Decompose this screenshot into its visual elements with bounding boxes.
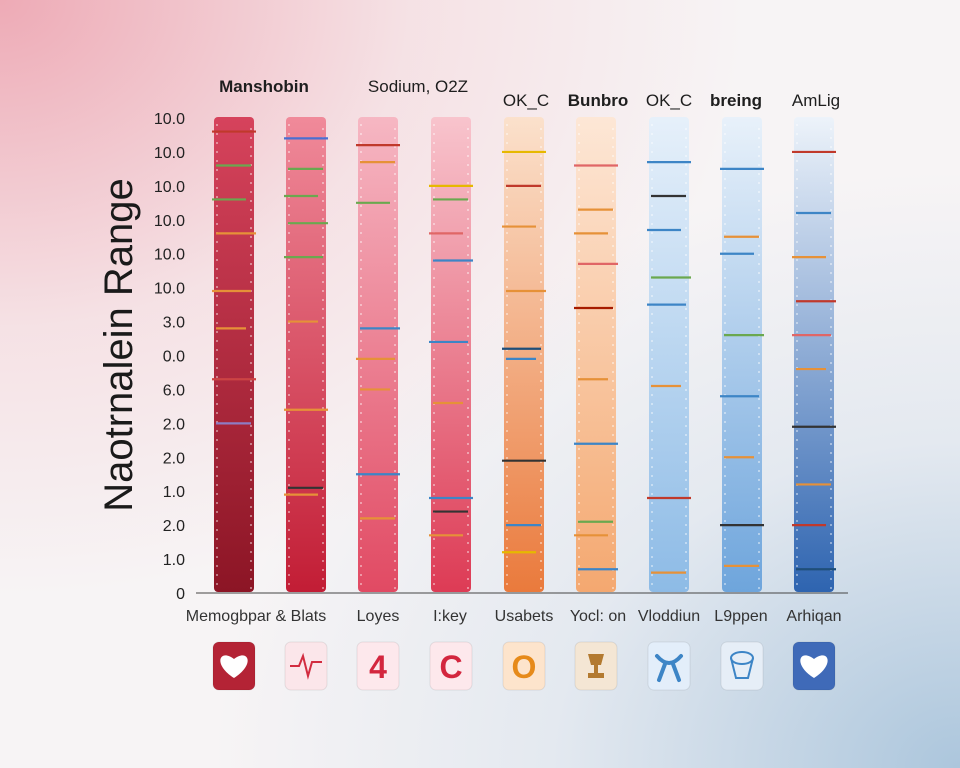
column-header: breing	[710, 91, 762, 110]
icon-glyph: C	[439, 649, 462, 685]
y-tick-label: 10.0	[154, 179, 185, 196]
column-group: I:key C	[429, 117, 473, 691]
column-group	[284, 117, 328, 691]
y-tick-label: 6.0	[163, 382, 185, 399]
range-bar	[794, 117, 834, 592]
range-bar	[722, 117, 762, 592]
column-header: OK_C	[646, 91, 692, 110]
column-header: Sodium, O2Z	[368, 77, 468, 96]
icon-glyph: O	[512, 649, 537, 685]
y-tick-label: 0	[176, 586, 185, 603]
cup-icon	[720, 641, 764, 691]
column-header: Manshobin	[219, 77, 309, 96]
y-tick-label: 1.0	[163, 552, 185, 569]
column-footer: Arhiqan	[786, 608, 841, 625]
y-tick-label: 1.0	[163, 484, 185, 501]
y-tick-label: 3.0	[163, 315, 185, 332]
y-axis-ticks: 10.0 10.0 10.0 10.0 10.0 10.0 3.0 0.0 6.0 2.0 2.0 1…	[154, 111, 185, 603]
letter-c-icon: C	[429, 641, 473, 691]
range-bar	[504, 117, 544, 592]
y-tick-label: 2.0	[163, 518, 185, 535]
bar-edge-dots	[216, 124, 252, 589]
y-tick-label: 10.0	[154, 213, 185, 230]
column-header: Bunbro	[568, 91, 628, 110]
heart-icon	[792, 641, 836, 691]
bar-edge-dots	[796, 124, 832, 589]
column-footer: Yocl: on	[570, 608, 626, 625]
column-footer: Memogbpar & Blats	[186, 608, 327, 625]
bar-edge-dots	[360, 124, 396, 589]
bar-edge-dots	[433, 124, 469, 589]
y-tick-label: 0.0	[163, 349, 185, 366]
column-group: Sodium, O2Z Loyes 4	[356, 77, 468, 691]
columns: Manshobin Memogbpar & Blats Sodium, O2Z Loy…	[186, 77, 842, 691]
y-tick-label: 2.0	[163, 416, 185, 433]
heart-icon	[212, 641, 256, 691]
column-footer: Loyes	[357, 608, 400, 625]
column-group: Manshobin Memogbpar & Blats	[186, 77, 327, 691]
column-footer: L9ppen	[714, 608, 767, 625]
y-tick-label: 2.0	[163, 450, 185, 467]
y-axis-title: Naotrnalein Range	[97, 178, 141, 512]
column-group: Bunbro Yocl: on	[568, 91, 628, 691]
range-bar	[214, 117, 254, 592]
y-tick-label: 10.0	[154, 111, 185, 128]
icon-glyph: 4	[369, 649, 387, 685]
y-tick-label: 10.0	[154, 281, 185, 298]
column-group: AmLig Arhiqan	[786, 91, 842, 691]
range-bar	[576, 117, 616, 592]
number-four-icon: 4	[356, 641, 400, 691]
y-tick-label: 10.0	[154, 247, 185, 264]
column-footer: Usabets	[495, 608, 554, 625]
trophy-icon	[574, 641, 618, 691]
column-group: OK_C Vloddiun	[638, 91, 700, 691]
ribbon-icon	[647, 641, 691, 691]
column-header: OK_C	[503, 91, 549, 110]
column-footer: Vloddiun	[638, 608, 700, 625]
bar-edge-dots	[506, 124, 542, 589]
range-bar	[286, 117, 326, 592]
y-tick-label: 10.0	[154, 145, 185, 162]
column-group: OK_C Usabets O	[495, 91, 554, 691]
letter-o-icon: O	[502, 641, 546, 691]
range-bar	[431, 117, 471, 592]
column-footer: I:key	[433, 608, 467, 625]
range-bar	[358, 117, 398, 592]
heartbeat-icon	[284, 641, 328, 691]
range-bar	[649, 117, 689, 592]
bar-edge-dots	[651, 124, 687, 589]
column-header: AmLig	[792, 91, 840, 110]
column-group: breing L9ppen	[710, 91, 768, 691]
